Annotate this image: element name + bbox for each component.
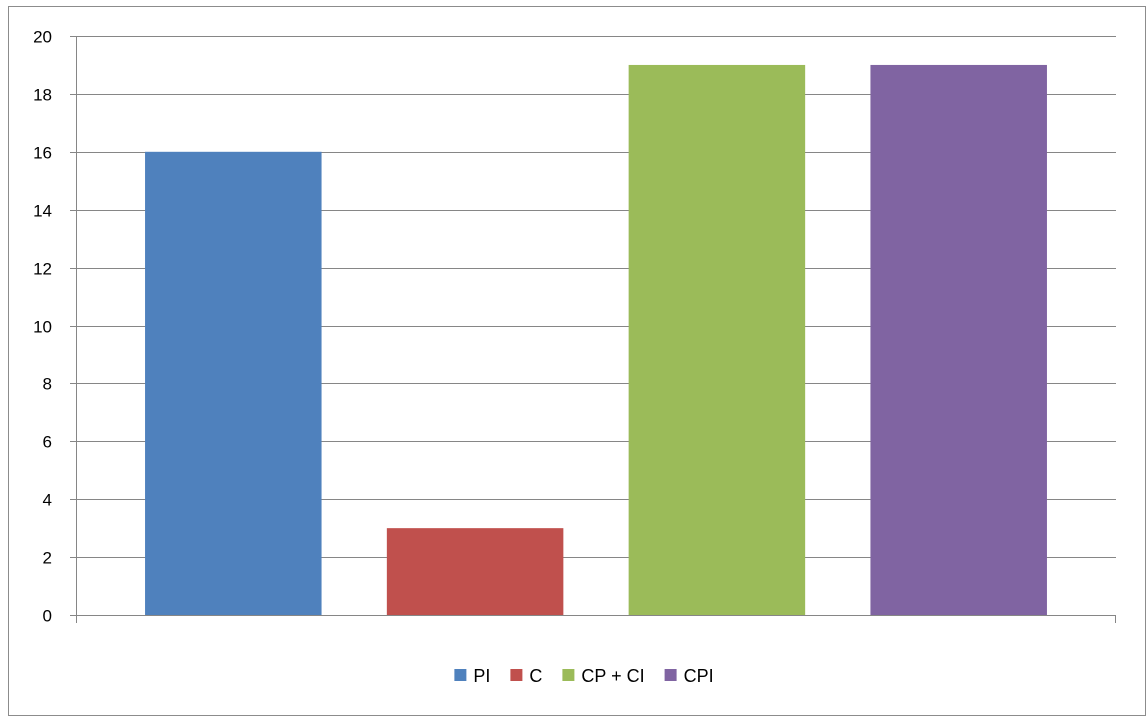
y-tick-label: 14 <box>33 202 52 221</box>
legend-swatch <box>510 669 523 681</box>
legend-label: CP + CI <box>581 666 644 686</box>
y-tick-label: 0 <box>43 607 52 626</box>
legend-swatch <box>454 669 467 681</box>
y-tick-label: 6 <box>43 433 52 452</box>
y-tick-label: 2 <box>43 549 52 568</box>
y-tick-label: 18 <box>33 86 52 105</box>
legend-label: CPI <box>684 666 714 686</box>
y-tick-label: 4 <box>43 491 52 510</box>
legend-label: C <box>529 666 542 686</box>
bar-cpi <box>870 64 1047 615</box>
y-tick-label: 10 <box>33 318 52 337</box>
legend-swatch <box>664 669 677 681</box>
bar-pi <box>145 151 322 616</box>
bar-c <box>386 528 564 615</box>
y-tick-label: 20 <box>33 28 52 47</box>
legend-label: PI <box>473 666 490 686</box>
y-tick-label: 8 <box>43 375 52 394</box>
bar-cp-ci <box>628 64 806 615</box>
y-tick-label: 16 <box>33 144 52 163</box>
y-tick-label: 12 <box>33 260 52 279</box>
legend-swatch <box>562 669 575 681</box>
